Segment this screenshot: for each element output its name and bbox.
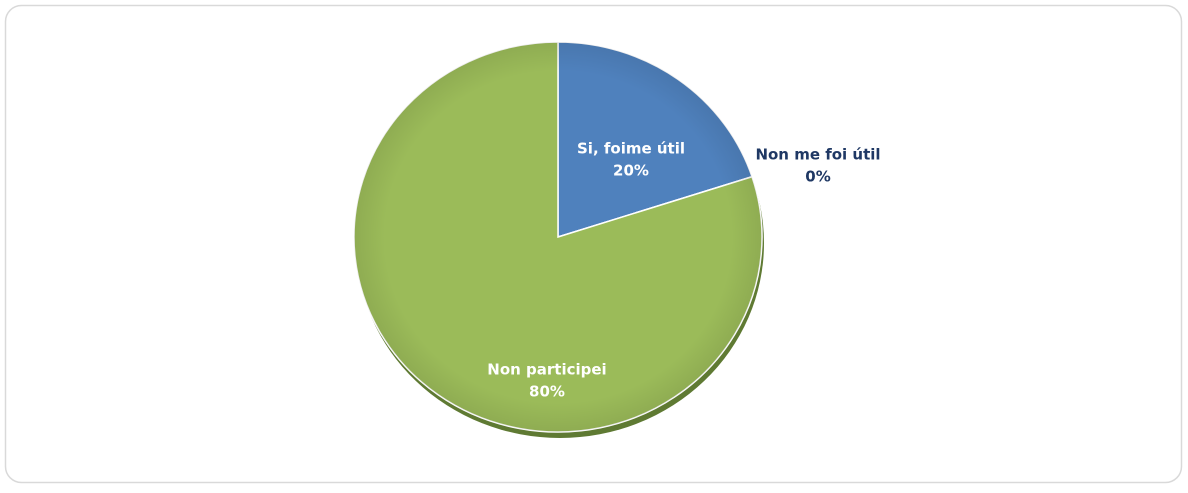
labels: Si, foime útil 20% Non me foi útil 0% Non pa… xyxy=(487,140,880,401)
slice-value-label: 20% xyxy=(613,162,649,180)
slice-label: Non me foi útil xyxy=(755,146,880,164)
slice-value-label: 80% xyxy=(529,383,565,401)
slice-label: Non participei xyxy=(487,361,606,379)
slice-value-label: 0% xyxy=(805,168,830,186)
slice-label: Si, foime útil xyxy=(577,140,685,158)
